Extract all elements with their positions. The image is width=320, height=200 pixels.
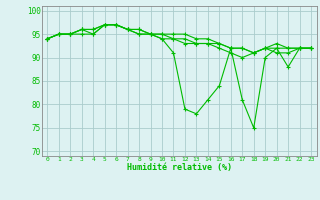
X-axis label: Humidité relative (%): Humidité relative (%) [127, 163, 232, 172]
